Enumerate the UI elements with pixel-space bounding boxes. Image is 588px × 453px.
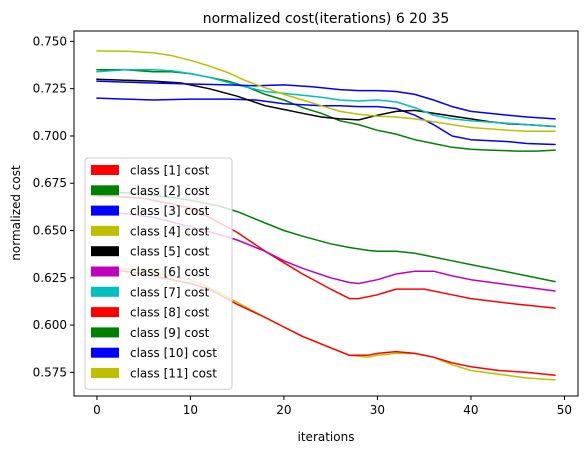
y-tick-label: 0.725 [33, 82, 67, 96]
x-axis-label: iterations [298, 430, 355, 444]
x-tick-label: 50 [557, 403, 572, 417]
legend-swatch [91, 205, 119, 216]
y-tick-label: 0.575 [33, 365, 67, 379]
legend-swatch [91, 307, 119, 318]
legend-swatch [91, 185, 119, 196]
legend-label: class [8] cost [130, 306, 210, 320]
legend-swatch [91, 165, 119, 175]
series-line-10 [96, 80, 556, 120]
plot-frame [73, 30, 579, 397]
legend-label: class [11] cost [130, 367, 217, 381]
legend: class [1] cost class [2] cost class [3] co… [84, 157, 233, 390]
x-tick-label: 20 [276, 403, 291, 417]
legend-swatch [91, 327, 119, 338]
y-tick-label: 0.600 [33, 318, 67, 332]
x-tick-label: 30 [370, 403, 385, 417]
legend-label: class [10] cost [130, 346, 217, 360]
legend-swatch [91, 347, 119, 358]
legend-label: class [2] cost [130, 184, 210, 198]
legend-label: class [4] cost [130, 224, 210, 238]
legend-label: class [3] cost [130, 204, 210, 218]
y-tick-label: 0.625 [33, 271, 67, 285]
series-line-11 [96, 50, 556, 132]
y-axis-label: normalized cost [9, 165, 23, 261]
legend-swatch [91, 368, 119, 378]
legend-label: class [6] cost [130, 265, 210, 279]
legend-box [84, 157, 233, 390]
y-tick-label: 0.650 [33, 224, 67, 238]
series-line-5 [96, 78, 556, 128]
series-line-3 [96, 97, 556, 146]
chart-title: normalized cost(iterations) 6 20 35 [203, 11, 450, 27]
x-axis: 0 10 20 30 40 50 [93, 396, 572, 417]
legend-swatch [91, 286, 119, 297]
x-tick-label: 40 [463, 403, 478, 417]
y-tick-label: 0.675 [33, 176, 67, 190]
x-tick-label: 10 [183, 403, 198, 417]
y-axis: 0.575 0.600 0.625 0.650 0.675 0.700 0.725 0.750 [33, 34, 74, 379]
legend-swatch [91, 266, 119, 277]
legend-label: class [5] cost [130, 245, 210, 259]
legend-label: class [7] cost [130, 285, 210, 299]
y-tick-label: 0.700 [33, 129, 67, 143]
x-tick-label: 0 [93, 403, 101, 417]
legend-swatch [91, 225, 119, 236]
legend-swatch [91, 246, 119, 257]
y-tick-label: 0.750 [33, 34, 67, 48]
legend-label: class [1] cost [130, 164, 210, 178]
legend-label: class [9] cost [130, 326, 210, 340]
series-line-7 [96, 69, 556, 128]
